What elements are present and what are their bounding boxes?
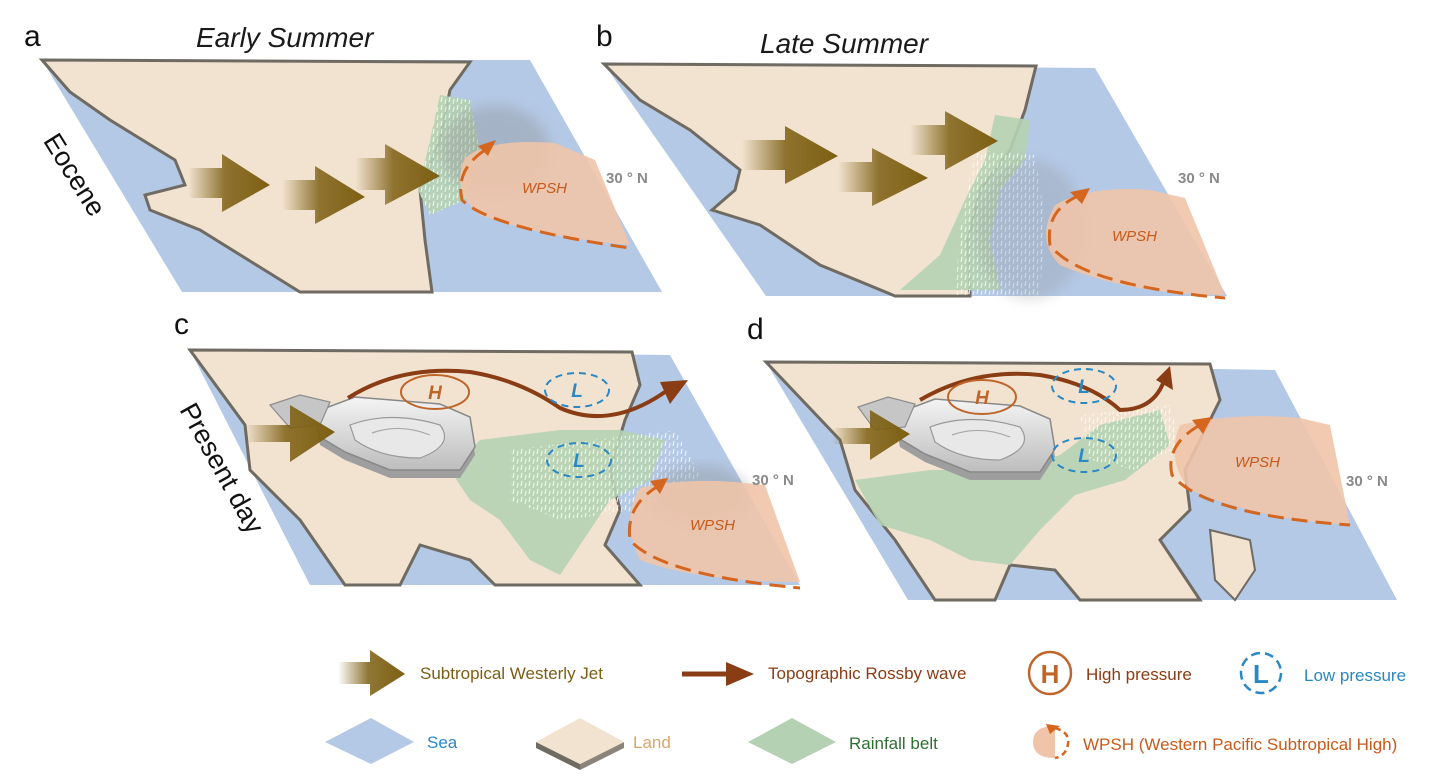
legend-land-swatch-side <box>536 742 580 770</box>
legend-land-swatch <box>536 718 624 764</box>
panel-b-wpsh-boundary <box>1047 193 1226 300</box>
panel-d-wpsh-arrowhead <box>1192 417 1212 434</box>
panel-b-cloud <box>975 160 1085 300</box>
panel-d-wpsh-label: WPSH <box>1235 454 1280 471</box>
panel-d-tibetan-plateau <box>857 396 1056 480</box>
panel-d-rossby-arrowhead <box>1156 366 1173 390</box>
legend-low-symbol: L <box>1253 659 1269 689</box>
legend-high-symbol: H <box>1041 659 1060 689</box>
panel-c: WPSH H L L <box>187 348 801 590</box>
legend-high-label: High pressure <box>1086 665 1192 684</box>
panel-c-high-symbol <box>400 374 470 410</box>
legend-low-label: Low pressure <box>1304 666 1407 685</box>
legend-rossby-label: Topographic Rossby wave <box>768 664 967 683</box>
panel-d-wpsh-boundary <box>1169 423 1351 527</box>
legend-sea-swatch <box>325 718 414 764</box>
legend-sea-label: Sea <box>427 733 458 752</box>
panel-c-latitude-label: 30 ° N <box>752 472 794 489</box>
panel-c-low-symbol-upper <box>544 372 610 408</box>
panel-c-wpsh-boundary <box>627 483 801 590</box>
panel-c-wpsh-label: WPSH <box>690 517 735 534</box>
legend-rossby-arrowhead <box>726 662 754 686</box>
panel-d-low-symbol-lower <box>1051 437 1117 473</box>
panel-d-latitude-label: 30 ° N <box>1346 473 1388 490</box>
panel-a-letter: a <box>24 20 41 53</box>
panel-c-high-label: H <box>428 383 443 404</box>
panel-a-title: Early Summer <box>196 22 374 53</box>
panel-b-wpsh <box>1046 189 1225 295</box>
panel-c-jet-arrow <box>245 405 335 462</box>
legend-low-swatch <box>1239 651 1283 695</box>
panel-b-jet-arrow-2 <box>838 148 928 206</box>
legend-wpsh-swatch <box>1033 726 1055 758</box>
legend: H L <box>325 650 1283 770</box>
panel-d-rainfall-streaks <box>1080 405 1180 470</box>
panel-b-jet-arrow-1 <box>742 126 838 184</box>
panel-c-wpsh <box>630 480 800 582</box>
panel-d-wpsh <box>1174 416 1350 525</box>
panel-c-low-label-upper: L <box>571 381 583 402</box>
legend-wpsh-arrowhead <box>1046 724 1060 734</box>
panel-c-wpsh-arrowhead <box>650 478 668 494</box>
panel-b-latitude-label: 30 ° N <box>1178 170 1220 187</box>
panel-c-low-label-lower: L <box>573 451 585 472</box>
panel-a-jet-arrow-2 <box>282 166 365 224</box>
panel-a: WPSH <box>38 58 662 294</box>
panel-a-jet-arrow-1 <box>188 154 270 212</box>
panel-d-rossby-wave <box>918 371 1167 413</box>
panel-d-low-symbol-upper <box>1051 368 1117 404</box>
legend-land-label: Land <box>633 733 671 752</box>
panel-c-low-symbol-lower <box>546 442 612 478</box>
panel-b-title: Late Summer <box>760 28 929 59</box>
legend-rain-label: Rainfall belt <box>849 734 938 753</box>
panel-d-high-symbol <box>947 379 1017 415</box>
legend-jet-label: Subtropical Westerly Jet <box>420 664 603 683</box>
legend-land-swatch-side-right <box>580 742 624 770</box>
panel-d-letter: d <box>747 313 764 346</box>
panel-b-letter: b <box>596 20 613 53</box>
panel-a-jet-arrow-3 <box>355 144 440 205</box>
panel-b: WPSH <box>600 62 1227 300</box>
panel-a-latitude-label: 30 ° N <box>606 170 648 187</box>
panel-c-letter: c <box>174 308 189 341</box>
panel-b-jet-arrow-3 <box>910 111 998 170</box>
panel-d-island <box>1208 528 1257 602</box>
panel-d-high-label: H <box>975 388 990 409</box>
legend-wpsh-label: WPSH (Western Pacific Subtropical High) <box>1083 735 1398 754</box>
legend-high-swatch <box>1027 650 1073 696</box>
panel-d-low-label-lower: L <box>1078 446 1090 467</box>
panel-b-wpsh-label: WPSH <box>1112 228 1157 245</box>
panel-b-wpsh-arrowhead <box>1070 188 1090 204</box>
panel-c-rossby-arrowhead <box>660 380 688 404</box>
panel-a-wpsh-label: WPSH <box>522 180 567 197</box>
legend-wpsh-boundary <box>1054 726 1070 760</box>
legend-jet-swatch <box>338 650 405 696</box>
panel-a-wpsh-arrowhead <box>478 140 496 156</box>
legend-rain-swatch <box>748 718 836 764</box>
panel-a-wpsh-boundary <box>459 148 631 250</box>
panel-a-wpsh <box>460 142 630 245</box>
panel-d: WPSH H L L <box>762 360 1397 602</box>
panel-d-low-label-upper: L <box>1078 377 1090 398</box>
panel-c-rossby-wave <box>346 368 667 419</box>
panel-c-tibetan-plateau <box>268 394 476 478</box>
panel-d-jet-arrow <box>832 410 910 460</box>
